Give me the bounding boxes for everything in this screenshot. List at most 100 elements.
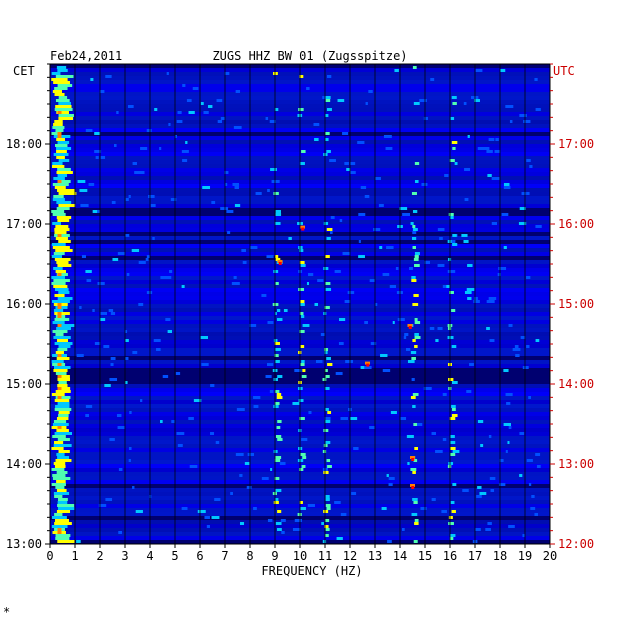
signal-streak bbox=[131, 249, 140, 252]
signal-streak bbox=[51, 468, 65, 471]
signal-streak bbox=[414, 345, 418, 348]
signal-streak bbox=[535, 108, 541, 111]
signal-streak bbox=[325, 375, 330, 378]
signal-streak bbox=[535, 339, 540, 342]
signal-streak bbox=[449, 417, 456, 420]
signal-streak bbox=[177, 111, 182, 114]
signal-streak bbox=[324, 351, 328, 354]
signal-streak bbox=[52, 126, 65, 129]
signal-streak bbox=[56, 150, 67, 153]
signal-streak bbox=[414, 522, 419, 525]
signal-streak bbox=[519, 114, 527, 117]
signal-streak bbox=[413, 423, 418, 426]
signal-streak bbox=[306, 282, 310, 285]
signal-streak bbox=[273, 501, 279, 504]
signal-streak bbox=[265, 375, 272, 378]
signal-streak bbox=[162, 375, 169, 378]
signal-streak bbox=[534, 78, 538, 81]
signal-streak bbox=[501, 213, 509, 216]
signal-streak bbox=[452, 147, 456, 150]
signal-streak bbox=[255, 192, 262, 195]
signal-streak bbox=[108, 309, 114, 312]
signal-streak bbox=[203, 111, 209, 114]
signal-streak bbox=[148, 195, 155, 198]
signal-streak bbox=[514, 345, 519, 348]
signal-streak bbox=[488, 138, 495, 141]
signal-streak bbox=[55, 270, 66, 273]
signal-streak bbox=[518, 222, 527, 225]
chart-title: ZUGS HHZ BW 01 (Zugsspitze) bbox=[212, 49, 407, 63]
signal-streak bbox=[365, 102, 368, 105]
signal-streak bbox=[325, 441, 331, 444]
signal-streak bbox=[166, 276, 172, 279]
signal-streak bbox=[324, 525, 329, 528]
signal-streak bbox=[153, 339, 161, 342]
x-tick-label: 2 bbox=[96, 549, 103, 563]
signal-streak bbox=[124, 357, 129, 360]
signal-streak bbox=[448, 462, 454, 465]
signal-streak bbox=[58, 324, 75, 327]
signal-streak bbox=[402, 213, 411, 216]
signal-streak bbox=[526, 459, 533, 462]
signal-streak bbox=[437, 264, 445, 267]
signal-streak bbox=[57, 306, 62, 309]
signal-streak bbox=[56, 261, 69, 264]
signal-streak bbox=[300, 303, 305, 306]
signal-streak bbox=[57, 396, 62, 399]
signal-streak bbox=[273, 192, 279, 195]
signal-streak bbox=[55, 225, 69, 228]
signal-streak bbox=[227, 231, 231, 234]
signal-streak bbox=[129, 411, 132, 414]
left-tick-label-cet: 16:00 bbox=[6, 297, 42, 311]
signal-streak bbox=[411, 378, 415, 381]
signal-streak bbox=[300, 264, 306, 267]
signal-streak bbox=[392, 321, 395, 324]
signal-streak bbox=[128, 195, 131, 198]
signal-streak bbox=[116, 414, 122, 417]
signal-streak bbox=[274, 459, 281, 462]
signal-streak bbox=[292, 528, 301, 531]
signal-streak bbox=[364, 321, 368, 324]
signal-streak bbox=[146, 129, 152, 132]
signal-streak bbox=[57, 354, 62, 357]
signal-streak bbox=[100, 156, 106, 159]
signal-streak bbox=[88, 183, 95, 186]
signal-streak bbox=[325, 408, 329, 411]
signal-streak bbox=[276, 396, 283, 399]
signal-streak bbox=[477, 486, 482, 489]
signal-streak bbox=[414, 162, 420, 165]
signal-streak bbox=[98, 504, 107, 507]
signal-streak bbox=[326, 237, 331, 240]
signal-streak bbox=[509, 120, 513, 123]
left-tick-label-cet: 17:00 bbox=[6, 217, 42, 231]
signal-streak bbox=[224, 72, 230, 75]
signal-streak bbox=[534, 513, 539, 516]
signal-streak bbox=[325, 288, 332, 291]
signal-streak bbox=[53, 336, 71, 339]
signal-streak bbox=[410, 468, 417, 471]
signal-streak bbox=[128, 447, 132, 450]
signal-streak bbox=[53, 123, 63, 126]
signal-streak bbox=[523, 120, 531, 123]
signal-streak bbox=[160, 420, 163, 423]
signal-streak bbox=[273, 405, 279, 408]
signal-streak bbox=[301, 227, 305, 231]
signal-streak bbox=[51, 276, 65, 279]
signal-streak bbox=[299, 312, 304, 315]
signal-streak bbox=[54, 408, 72, 411]
signal-streak bbox=[51, 282, 66, 285]
signal-streak bbox=[53, 444, 72, 447]
signal-streak bbox=[267, 189, 270, 192]
signal-streak bbox=[55, 99, 70, 102]
signal-streak bbox=[55, 396, 71, 399]
signal-streak bbox=[57, 507, 75, 510]
signal-streak bbox=[192, 87, 199, 90]
signal-streak bbox=[52, 165, 65, 168]
signal-streak bbox=[51, 393, 65, 396]
signal-streak bbox=[308, 411, 312, 414]
signal-streak bbox=[409, 267, 413, 270]
signal-streak bbox=[109, 438, 115, 441]
signal-streak bbox=[220, 207, 229, 210]
signal-streak bbox=[58, 204, 76, 207]
signal-streak bbox=[230, 492, 233, 495]
